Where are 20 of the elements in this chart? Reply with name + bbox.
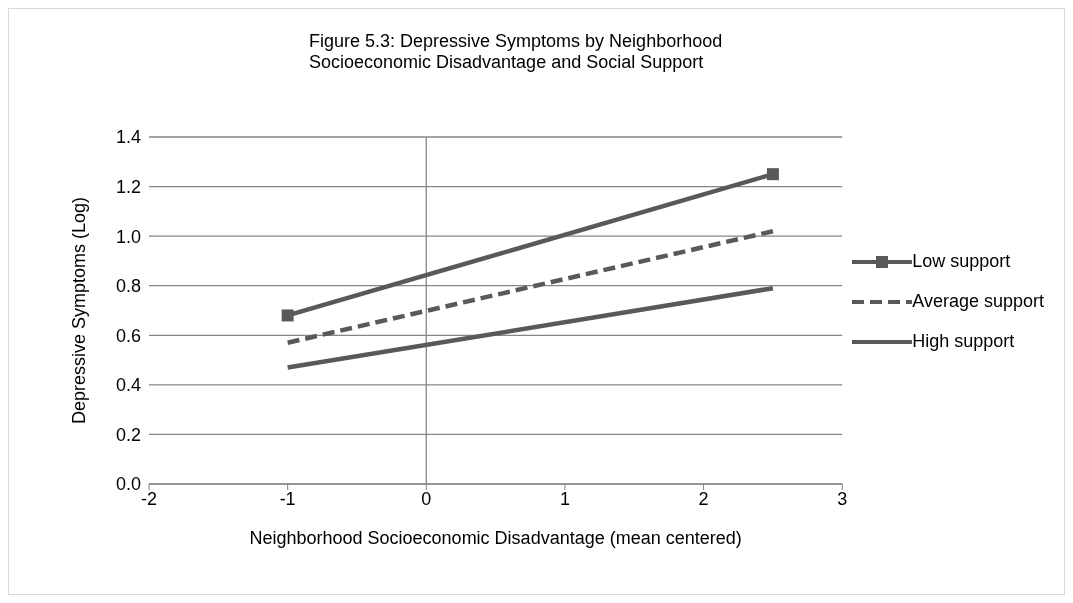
- legend-label: High support: [912, 331, 1015, 352]
- x-tick-label: 2: [698, 488, 709, 509]
- y-tick-label: 0.0: [115, 474, 141, 495]
- y-tick-label: 1.2: [115, 176, 141, 197]
- legend-label: Low support: [912, 251, 1011, 272]
- x-tick-label: 3: [837, 488, 848, 509]
- x-axis-title: Neighborhood Socioeconomic Disadvantage (mean centered): [249, 528, 742, 548]
- y-tick-label: 0.2: [115, 424, 141, 445]
- legend-label: Average support: [912, 291, 1044, 312]
- x-tick-label: -1: [279, 488, 296, 509]
- chart-title: Figure 5.3: Depressive Symptoms by Neighborhood Socioeconomic Disadvantage and Social Support: [309, 31, 723, 72]
- y-axis-title: Depressive Symptoms (Log): [69, 196, 90, 425]
- y-tick-label: 1.0: [115, 226, 141, 247]
- y-tick-label: 0.8: [115, 276, 141, 297]
- x-tick-label: 1: [559, 488, 570, 509]
- x-tick-label: 0: [421, 488, 432, 509]
- y-tick-label: 0.4: [115, 375, 141, 396]
- y-tick-label: 0.6: [115, 325, 141, 346]
- y-tick-label: 1.4: [115, 127, 141, 148]
- x-tick-label: -2: [140, 488, 158, 509]
